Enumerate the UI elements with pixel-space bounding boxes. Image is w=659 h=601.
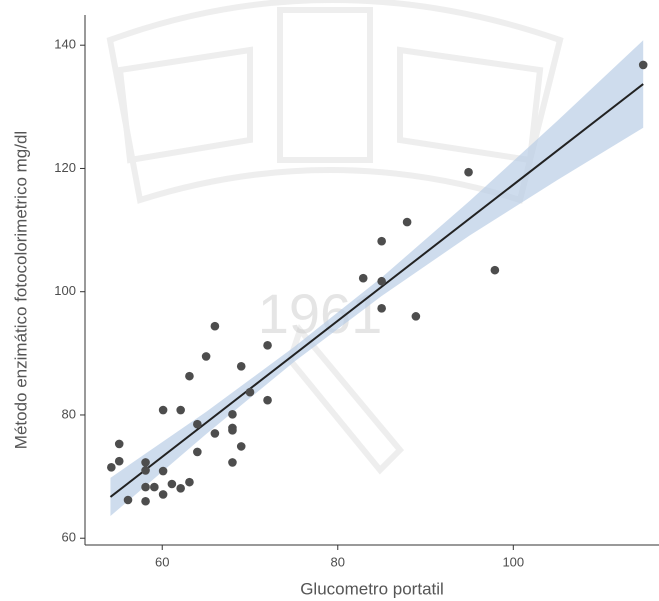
point: [211, 322, 220, 331]
point: [124, 496, 133, 505]
point: [211, 429, 220, 438]
point: [159, 467, 168, 476]
point: [377, 304, 386, 313]
x-tick-label: 60: [155, 554, 169, 569]
point: [228, 426, 237, 435]
point: [193, 448, 202, 457]
x-tick-label: 100: [502, 554, 524, 569]
y-tick-label: 80: [62, 406, 76, 421]
point: [491, 266, 500, 275]
chart: 1961 Glucometro portatil Método enzimáti…: [0, 0, 659, 601]
point: [141, 497, 150, 506]
point: [176, 484, 185, 493]
point: [159, 490, 168, 499]
point: [246, 388, 255, 397]
point: [403, 218, 412, 227]
y-tick-label: 140: [54, 37, 76, 52]
point: [377, 277, 386, 286]
point: [359, 274, 368, 283]
watermark-shape: [110, 0, 560, 200]
watermark-shape: [280, 10, 370, 160]
point: [159, 406, 168, 415]
point: [115, 457, 124, 466]
point: [377, 237, 386, 246]
point: [107, 463, 116, 472]
point: [150, 483, 159, 492]
point: [464, 168, 473, 177]
point: [412, 312, 421, 321]
y-tick-label: 120: [54, 160, 76, 175]
confidence-band: [110, 40, 643, 516]
x-axis-label: Glucometro portatil: [300, 579, 444, 598]
watermark: [110, 0, 560, 470]
point: [141, 458, 150, 467]
point: [228, 458, 237, 467]
x-tick-label: 80: [331, 554, 345, 569]
y-tick-label: 100: [54, 283, 76, 298]
point: [141, 466, 150, 475]
watermark-shape: [120, 50, 540, 160]
point: [263, 396, 272, 405]
point: [168, 480, 177, 489]
regression-line: [110, 84, 643, 497]
point: [237, 442, 246, 451]
point: [185, 478, 194, 487]
point: [193, 420, 202, 429]
point: [639, 61, 648, 70]
point: [263, 341, 272, 350]
point: [115, 440, 124, 449]
point: [176, 406, 185, 415]
point: [228, 410, 237, 419]
y-tick-label: 60: [62, 530, 76, 545]
point: [141, 483, 150, 492]
page: 1961 Glucometro portatil Método enzimáti…: [0, 0, 659, 601]
y-axis-label: Método enzimático fotocolorimetrico mg/d…: [11, 131, 30, 449]
point: [202, 352, 211, 361]
point: [185, 372, 194, 381]
point: [237, 362, 246, 371]
